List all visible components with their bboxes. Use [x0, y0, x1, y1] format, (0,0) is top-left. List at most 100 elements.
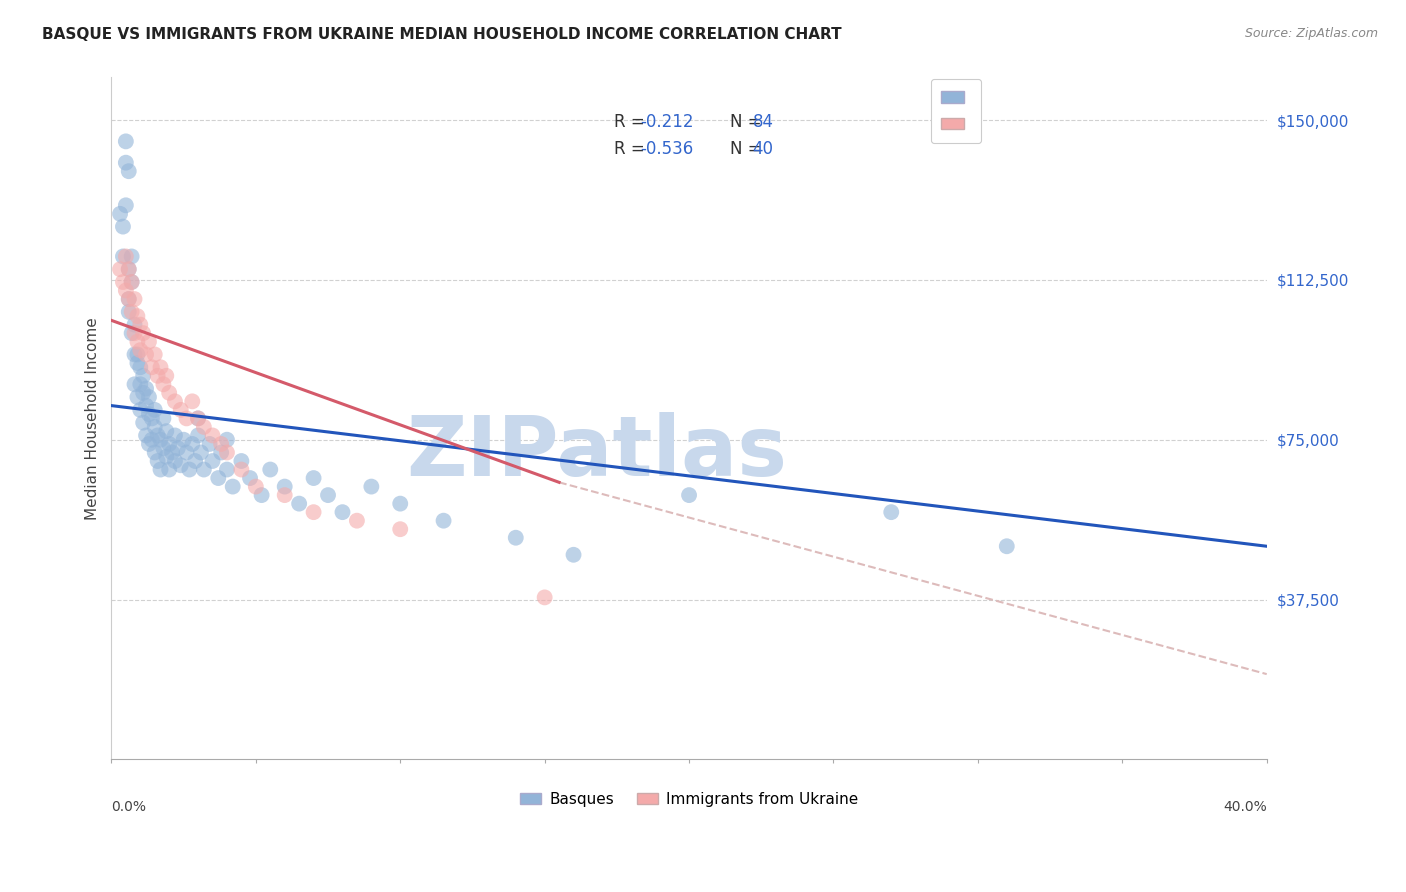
Point: [143, 445, 166, 459]
Text: 84: 84: [752, 112, 773, 131]
Point: [995, 539, 1018, 553]
Point: [129, 360, 152, 375]
Legend: Basques, Immigrants from Ukraine: Basques, Immigrants from Ukraine: [515, 786, 865, 814]
Point: [157, 437, 180, 451]
Point: [198, 437, 221, 451]
Point: [184, 454, 207, 468]
Point: [129, 343, 152, 358]
Point: [129, 318, 152, 332]
Text: 40.0%: 40.0%: [1223, 800, 1267, 814]
Point: [146, 454, 169, 468]
Point: [118, 292, 141, 306]
Point: [231, 454, 253, 468]
Point: [141, 433, 163, 447]
Point: [152, 411, 174, 425]
Point: [138, 390, 160, 404]
Point: [152, 377, 174, 392]
Text: N =: N =: [730, 112, 766, 131]
Point: [155, 424, 177, 438]
Point: [215, 445, 238, 459]
Point: [273, 488, 295, 502]
Point: [115, 284, 138, 298]
Text: Source: ZipAtlas.com: Source: ZipAtlas.com: [1244, 27, 1378, 40]
Text: -0.536: -0.536: [641, 140, 693, 158]
Point: [187, 411, 209, 425]
Point: [132, 368, 155, 383]
Text: 40: 40: [752, 140, 773, 158]
Point: [129, 402, 152, 417]
Point: [132, 326, 155, 340]
Point: [346, 514, 368, 528]
Point: [231, 462, 253, 476]
Point: [173, 433, 195, 447]
Point: [332, 505, 354, 519]
Point: [181, 394, 204, 409]
Point: [118, 164, 141, 178]
Point: [533, 591, 555, 605]
Point: [222, 479, 245, 493]
Point: [187, 428, 209, 442]
Point: [505, 531, 527, 545]
Point: [152, 441, 174, 455]
Point: [127, 347, 149, 361]
Point: [138, 334, 160, 349]
Point: [108, 262, 131, 277]
Point: [302, 505, 325, 519]
Point: [302, 471, 325, 485]
Point: [432, 514, 454, 528]
Text: 0.0%: 0.0%: [111, 800, 146, 814]
Point: [181, 437, 204, 451]
Text: -0.212: -0.212: [641, 112, 695, 131]
Point: [157, 385, 180, 400]
Text: N =: N =: [730, 140, 766, 158]
Point: [166, 441, 188, 455]
Point: [127, 390, 149, 404]
Point: [209, 445, 232, 459]
Point: [201, 454, 224, 468]
Point: [143, 347, 166, 361]
Point: [360, 479, 382, 493]
Point: [209, 437, 232, 451]
Point: [250, 488, 273, 502]
Text: R =: R =: [614, 112, 650, 131]
Point: [155, 450, 177, 464]
Point: [124, 377, 146, 392]
Point: [163, 394, 186, 409]
Point: [129, 377, 152, 392]
Point: [163, 454, 186, 468]
Point: [111, 219, 134, 234]
Point: [389, 522, 412, 536]
Point: [215, 462, 238, 476]
Point: [127, 356, 149, 370]
Point: [187, 411, 209, 425]
Point: [316, 488, 339, 502]
Point: [259, 462, 281, 476]
Point: [124, 326, 146, 340]
Point: [678, 488, 700, 502]
Point: [190, 445, 212, 459]
Point: [207, 471, 229, 485]
Point: [143, 402, 166, 417]
Point: [111, 249, 134, 263]
Point: [124, 292, 146, 306]
Point: [124, 347, 146, 361]
Point: [141, 360, 163, 375]
Point: [288, 497, 311, 511]
Point: [201, 428, 224, 442]
Point: [118, 292, 141, 306]
Point: [149, 462, 172, 476]
Point: [121, 275, 143, 289]
Point: [160, 445, 183, 459]
Point: [157, 462, 180, 476]
Point: [273, 479, 295, 493]
Point: [155, 368, 177, 383]
Text: R =: R =: [614, 140, 650, 158]
Point: [118, 262, 141, 277]
Point: [149, 433, 172, 447]
Point: [138, 407, 160, 421]
Point: [115, 198, 138, 212]
Point: [121, 275, 143, 289]
Point: [149, 360, 172, 375]
Point: [115, 155, 138, 169]
Point: [127, 309, 149, 323]
